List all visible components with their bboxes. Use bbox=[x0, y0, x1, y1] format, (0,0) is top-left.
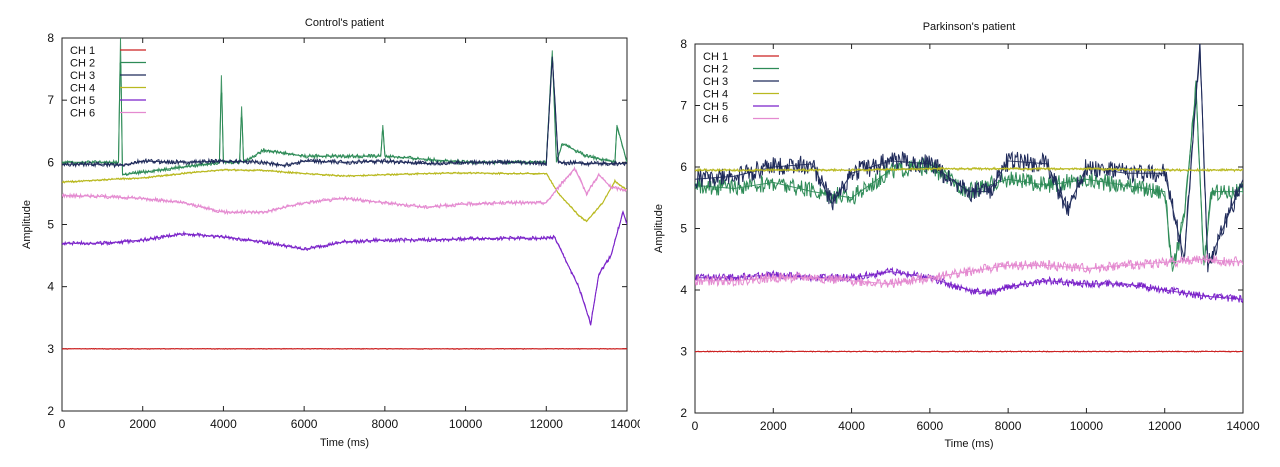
legend-label: CH 1 bbox=[70, 45, 95, 57]
y-tick-label: 8 bbox=[47, 31, 54, 45]
series-knots-ch-6 bbox=[62, 167, 627, 213]
y-tick-label: 7 bbox=[680, 99, 687, 113]
y-axis-label: Amplitude bbox=[21, 200, 33, 249]
y-tick-label: 2 bbox=[47, 404, 54, 418]
series-knots-ch-2 bbox=[62, 38, 627, 176]
y-tick-label: 2 bbox=[680, 406, 687, 420]
chart-title: Parkinson's patient bbox=[923, 21, 1016, 33]
legend-label: CH 4 bbox=[703, 89, 728, 101]
x-tick-label: 14000 bbox=[1226, 419, 1260, 433]
x-tick-label: 2000 bbox=[760, 419, 787, 433]
plot-frame bbox=[61, 37, 628, 412]
x-tick-label: 6000 bbox=[291, 417, 318, 431]
legend-label: CH 6 bbox=[703, 114, 728, 126]
legend: CH 1CH 2CH 3CH 4CH 5CH 6 bbox=[70, 45, 146, 120]
x-tick-label: 4000 bbox=[210, 417, 237, 431]
legend-label: CH 2 bbox=[70, 58, 95, 70]
series-line-ch-5 bbox=[62, 210, 627, 326]
y-tick-label: 3 bbox=[47, 342, 54, 356]
legend-label: CH 2 bbox=[703, 64, 728, 76]
series-line-ch-5 bbox=[695, 266, 1243, 304]
y-tick-label: 4 bbox=[47, 280, 54, 294]
series-line-ch-3 bbox=[695, 44, 1243, 273]
x-tick-label: 8000 bbox=[995, 419, 1022, 433]
series-group bbox=[62, 38, 627, 350]
x-tick-label: 6000 bbox=[917, 419, 944, 433]
legend: CH 1CH 2CH 3CH 4CH 5CH 6 bbox=[703, 51, 779, 126]
y-tick-label: 7 bbox=[47, 93, 54, 107]
legend-label: CH 3 bbox=[703, 76, 728, 88]
chart-parkinson-patient: Parkinson's patient 0 2000 4000 6000 8000 1000… bbox=[653, 21, 1260, 450]
x-tick-label: 12000 bbox=[1148, 419, 1182, 433]
x-tick-label: 10000 bbox=[1070, 419, 1104, 433]
y-tick-label: 3 bbox=[680, 345, 687, 359]
series-knots-ch-2 bbox=[695, 87, 1243, 272]
y-tick-label: 5 bbox=[47, 218, 54, 232]
chart-control-patient: Control's patient 0 2000 4000 6000 8000 10000 1… bbox=[21, 17, 640, 449]
plot-frame bbox=[694, 43, 1244, 414]
legend-label: CH 5 bbox=[703, 101, 728, 113]
series-line-ch-2 bbox=[62, 56, 627, 177]
x-tick-label: 10000 bbox=[449, 417, 483, 431]
series-knots-ch-4 bbox=[695, 168, 1243, 171]
x-tick-label: 8000 bbox=[372, 417, 399, 431]
x-tick-label: 14000 bbox=[610, 417, 640, 431]
legend-label: CH 5 bbox=[70, 95, 95, 107]
series-line-ch-2 bbox=[695, 80, 1243, 265]
y-tick-label: 6 bbox=[47, 155, 54, 169]
chart-panel-parkinson: Parkinson's patient 0 2000 4000 6000 8000 1000… bbox=[640, 0, 1280, 467]
series-line-ch-4 bbox=[62, 168, 627, 223]
series-knots-ch-6 bbox=[695, 258, 1243, 285]
chart-panel-control: Control's patient 0 2000 4000 6000 8000 10000 1… bbox=[21, 17, 640, 449]
series-knots-ch-5 bbox=[695, 271, 1243, 300]
legend-label: CH 3 bbox=[70, 70, 95, 82]
series-knots-ch-4 bbox=[62, 169, 627, 223]
x-axis-label: Time (ms) bbox=[944, 438, 993, 450]
legend-label: CH 1 bbox=[703, 51, 728, 63]
y-tick-label: 6 bbox=[680, 160, 687, 174]
x-tick-label: 12000 bbox=[530, 417, 564, 431]
x-axis-label: Time (ms) bbox=[320, 437, 369, 449]
y-tick-label: 8 bbox=[680, 37, 687, 51]
series-line-ch-3 bbox=[62, 62, 627, 169]
series-line-ch-6 bbox=[62, 165, 627, 216]
x-tick-label: 0 bbox=[59, 417, 66, 431]
series-knots-ch-5 bbox=[62, 210, 627, 325]
series-knots-ch-3 bbox=[62, 56, 627, 166]
x-tick-label: 2000 bbox=[129, 417, 156, 431]
y-axis-label: Amplitude bbox=[653, 204, 665, 253]
chart-title: Control's patient bbox=[305, 17, 384, 29]
legend-label: CH 6 bbox=[70, 108, 95, 120]
y-tick-label: 5 bbox=[680, 222, 687, 236]
series-group bbox=[695, 44, 1243, 353]
x-tick-label: 0 bbox=[692, 419, 699, 433]
y-tick-label: 4 bbox=[680, 283, 687, 297]
legend-label: CH 4 bbox=[70, 83, 95, 95]
series-knots-ch-3 bbox=[695, 44, 1243, 266]
x-tick-label: 4000 bbox=[838, 419, 865, 433]
